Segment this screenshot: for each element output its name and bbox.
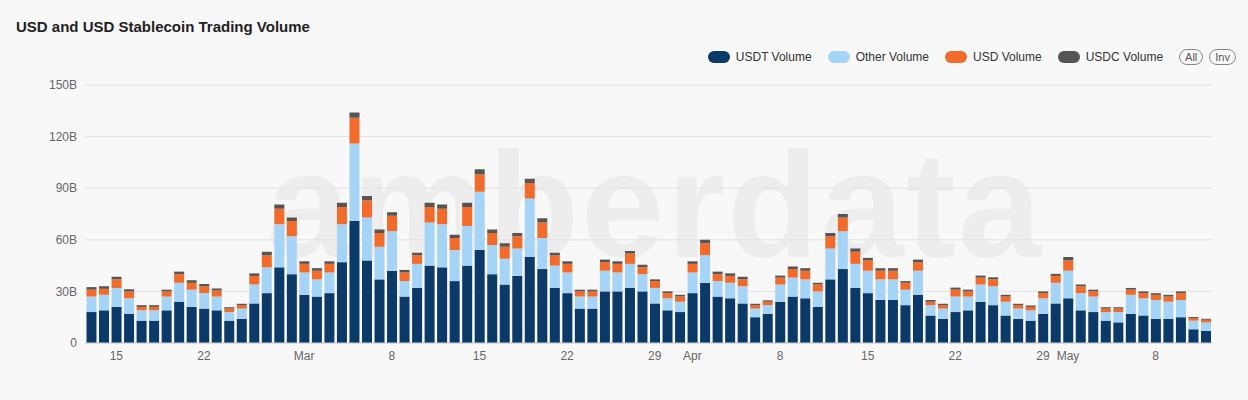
svg-text:22: 22 (949, 349, 963, 363)
svg-text:8: 8 (1152, 349, 1159, 363)
html-text:USD Volume: USD Volume (973, 50, 1042, 64)
svg-text:8: 8 (388, 349, 395, 363)
html-text:amberdata: amberdata (266, 121, 1044, 289)
svg-text:Mar: Mar (294, 349, 315, 363)
html-text:USDT Volume: USDT Volume (735, 50, 812, 64)
html-text:USD and USD Stablecoin Trading: USD and USD Stablecoin Trading Volume (16, 18, 310, 35)
svg-text:22: 22 (560, 349, 574, 363)
svg-text:May: May (1057, 349, 1080, 363)
svg-text:30B: 30B (56, 285, 77, 299)
svg-text:15: 15 (473, 349, 487, 363)
svg-text:90B: 90B (56, 181, 77, 195)
html-text:Inv: Inv (1215, 51, 1230, 63)
svg-text:15: 15 (861, 349, 875, 363)
html-text:All: All (1185, 51, 1198, 63)
svg-text:29: 29 (1036, 349, 1050, 363)
svg-text:150B: 150B (49, 78, 77, 92)
svg-text:22: 22 (197, 349, 211, 363)
svg-text:15: 15 (110, 349, 124, 363)
svg-text:8: 8 (777, 349, 784, 363)
svg-text:Apr: Apr (683, 349, 702, 363)
svg-text:29: 29 (648, 349, 662, 363)
svg-text:60B: 60B (56, 233, 77, 247)
svg-text:120B: 120B (49, 130, 77, 144)
html-text:USDC Volume: USDC Volume (1085, 50, 1164, 64)
html-text:Other Volume: Other Volume (855, 50, 929, 64)
svg-text:0: 0 (70, 336, 77, 350)
